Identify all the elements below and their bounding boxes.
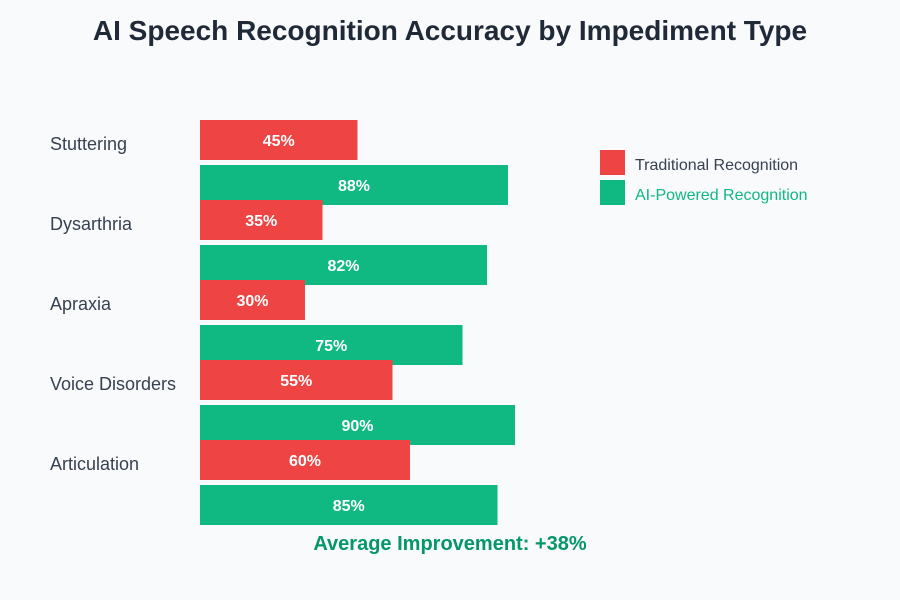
category-label: Voice Disorders [50,374,176,394]
chart-title: AI Speech Recognition Accuracy by Impedi… [93,15,807,46]
bar-ai [200,485,498,525]
bar-value-label: 30% [236,293,268,310]
category-label: Stuttering [50,134,127,154]
bar-ai [200,245,487,285]
bar-traditional [200,280,305,320]
bar-value-label: 82% [327,258,359,275]
category-label: Apraxia [50,294,112,314]
bar-value-label: 45% [263,133,295,150]
bar-ai [200,325,463,365]
bar-value-label: 90% [341,418,373,435]
bar-ai [200,165,508,205]
legend-swatch-traditional [600,150,625,175]
bar-value-label: 55% [280,373,312,390]
category-label: Dysarthria [50,214,133,234]
bar-value-label: 35% [245,213,277,230]
bar-value-label: 88% [338,178,370,195]
bar-traditional [200,200,323,240]
bars-group: Stuttering 45% 88% Dysarthria 35% 82% Apraxia 3… [50,120,515,525]
legend: Traditional Recognition AI-Powered Recog… [600,150,808,205]
average-improvement-annotation: Average Improvement: +38% [313,533,586,555]
bar-traditional [200,440,410,480]
category-label: Articulation [50,454,139,474]
legend-swatch-ai [600,180,625,205]
bar-value-label: 60% [289,453,321,470]
bar-traditional [200,360,393,400]
bar-ai [200,405,515,445]
legend-label-ai: AI-Powered Recognition [635,187,808,204]
bar-traditional [200,120,358,160]
bar-value-label: 85% [333,498,365,515]
bar-value-label: 75% [315,338,347,355]
legend-label-traditional: Traditional Recognition [635,157,798,174]
